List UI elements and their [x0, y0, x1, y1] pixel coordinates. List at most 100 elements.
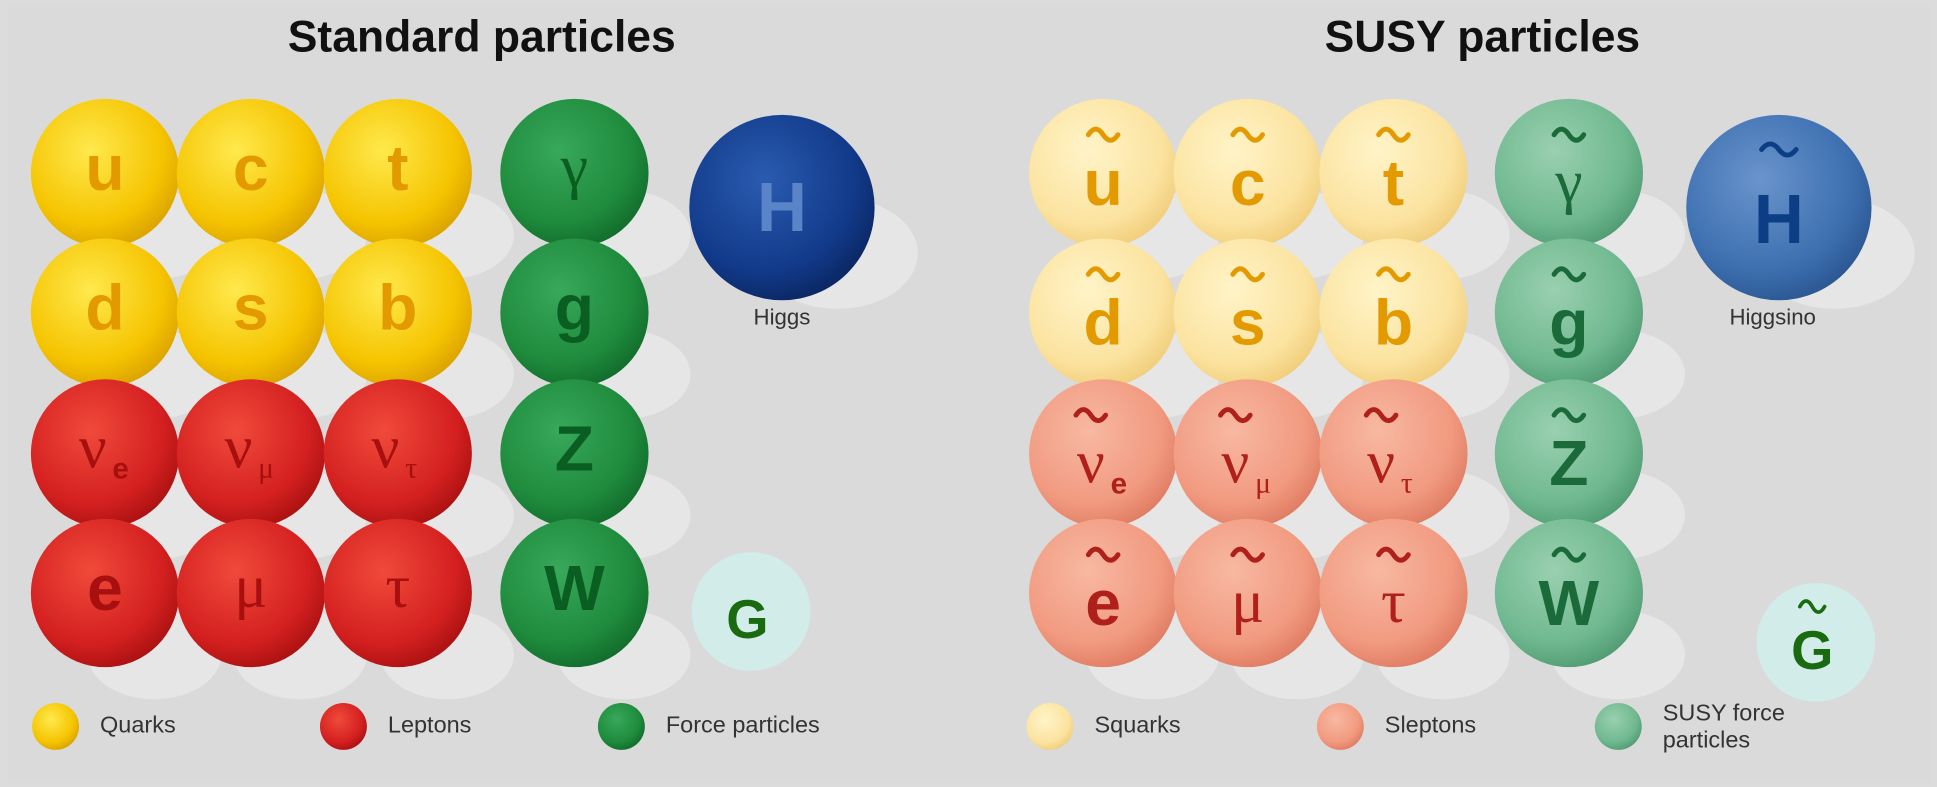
tilde: [1798, 599, 1827, 614]
graviton: [1756, 583, 1876, 702]
particle-symbol: d: [85, 272, 124, 344]
particle-subscript: e: [112, 453, 128, 486]
particle: [1494, 518, 1643, 668]
higgs-symbol: H: [1754, 180, 1804, 258]
particle-symbol: b: [1374, 286, 1413, 358]
particle-symbol: τ: [385, 553, 410, 621]
particle-symbol: ν: [1221, 428, 1249, 496]
tilde: [1363, 407, 1399, 424]
particle-symbol: s: [233, 272, 269, 344]
legend-swatch: [1594, 702, 1642, 750]
tilde: [1085, 266, 1121, 283]
particle: [1173, 518, 1322, 668]
particle: [1319, 518, 1468, 668]
particle: [1173, 379, 1322, 528]
particle-symbol: Z: [555, 412, 594, 484]
legend-label: Force particles: [666, 712, 820, 738]
panel-title: Standard particles: [288, 12, 676, 61]
higgs-symbol: H: [757, 168, 807, 246]
particle-symbol: e: [87, 552, 123, 624]
particle-subscript: e: [1111, 467, 1127, 500]
legend-label: SUSY force: [1663, 699, 1785, 725]
legend-swatch: [1316, 702, 1364, 750]
higgs-label: Higgsino: [1729, 305, 1815, 330]
particle: [1029, 379, 1178, 528]
legend-label: Quarks: [100, 712, 176, 738]
tilde: [1230, 126, 1265, 143]
particle-symbol: u: [85, 132, 124, 204]
particle: [1029, 518, 1178, 668]
particle: [30, 379, 180, 528]
particle-symbol: g: [555, 272, 594, 344]
tilde: [1218, 407, 1253, 424]
higgs: [1686, 114, 1872, 301]
particle: [176, 238, 325, 387]
particle-subscript: μ: [1255, 467, 1271, 499]
particle-symbol: d: [1084, 286, 1123, 358]
particle-symbol: ν: [79, 414, 107, 482]
particle: [1029, 98, 1178, 248]
particle-symbol: ν: [371, 414, 399, 482]
particle-symbol: μ: [1231, 568, 1264, 636]
particle-symbol: s: [1230, 286, 1266, 358]
particle-symbol: γ: [1554, 148, 1582, 216]
particle: [1494, 98, 1643, 248]
particle: [500, 238, 649, 387]
particle: [1319, 379, 1468, 528]
particle: [176, 379, 325, 528]
particle: [323, 98, 472, 248]
particle-symbol: ν: [1367, 428, 1395, 496]
particle-subscript: μ: [258, 453, 274, 485]
particle-symbol: c: [1230, 147, 1266, 219]
particle-symbol: ν: [224, 414, 252, 482]
legend-swatch: [32, 702, 80, 750]
particle-subscript: τ: [405, 453, 417, 485]
particle-symbol: t: [1383, 147, 1404, 219]
particle-symbol: ν: [1077, 428, 1105, 496]
legend-swatch: [597, 702, 645, 750]
legend-swatch: [319, 702, 367, 750]
legend-label: Leptons: [388, 712, 472, 738]
tilde: [1073, 407, 1109, 424]
tilde: [1085, 126, 1121, 143]
particle: [1173, 238, 1322, 387]
particle-symbol: W: [1539, 567, 1600, 639]
particle: [500, 98, 649, 248]
tilde: [1376, 126, 1411, 143]
tilde: [1551, 546, 1587, 563]
particle-symbol: c: [233, 132, 269, 204]
particle-symbol: b: [378, 272, 417, 344]
legend-label: particles: [1663, 726, 1750, 752]
particle: [30, 98, 180, 248]
particle: [176, 98, 325, 248]
tilde: [1551, 266, 1587, 283]
particle: [323, 238, 472, 387]
tilde: [1376, 266, 1411, 283]
particle-symbol: t: [387, 132, 408, 204]
tilde: [1376, 546, 1411, 563]
particle: [500, 379, 649, 528]
particle: [1173, 98, 1322, 248]
particle: [500, 518, 649, 668]
graviton-symbol: G: [726, 589, 768, 650]
tilde: [1551, 126, 1587, 143]
legend-label: Sleptons: [1385, 712, 1476, 738]
panel-title: SUSY particles: [1325, 12, 1641, 61]
particle-symbol: g: [1549, 286, 1588, 358]
particle-symbol: e: [1085, 567, 1121, 639]
higgs: [689, 114, 875, 301]
particle: [323, 379, 472, 528]
particle: [30, 238, 180, 387]
particle: [1029, 238, 1178, 387]
particle: [1494, 238, 1643, 387]
legend-swatch: [1026, 702, 1074, 750]
particle: [1319, 98, 1468, 248]
particle-symbol: Z: [1549, 427, 1588, 499]
particle-symbol: u: [1084, 147, 1123, 219]
particle-symbol: W: [544, 552, 605, 624]
tilde: [1085, 546, 1121, 563]
graviton: [691, 552, 811, 671]
particle: [1319, 238, 1468, 387]
